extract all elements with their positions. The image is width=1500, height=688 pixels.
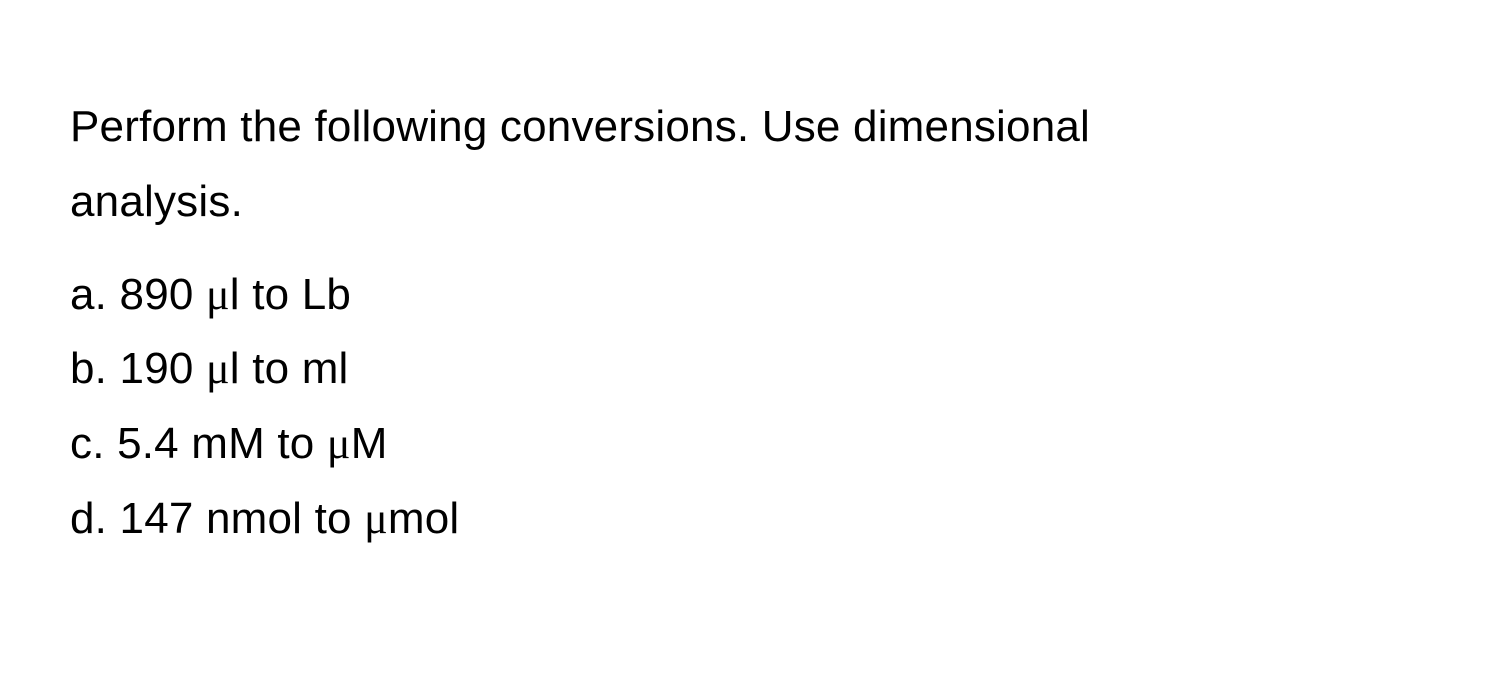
page: Perform the following conversions. Use d… bbox=[0, 0, 1500, 557]
item-label: a. bbox=[70, 270, 107, 319]
item-text-mid: to ml bbox=[240, 344, 349, 393]
unit-rest: l bbox=[230, 344, 240, 393]
item-label: b. bbox=[70, 344, 107, 393]
unit-rest: l bbox=[230, 270, 240, 319]
question-item-d: d. 147 nmol to μmol bbox=[70, 482, 1430, 557]
question-item-b: b. 190 μl to ml bbox=[70, 332, 1430, 407]
question-prompt: Perform the following conversions. Use d… bbox=[70, 90, 1170, 240]
item-text-before: 5.4 mM to bbox=[117, 419, 327, 468]
unit-mu: μ bbox=[327, 419, 351, 468]
item-label: c. bbox=[70, 419, 105, 468]
question-item-c: c. 5.4 mM to μM bbox=[70, 407, 1430, 482]
unit-mu: μ bbox=[206, 270, 230, 319]
item-text-before: 190 bbox=[120, 344, 206, 393]
question-item-a: a. 890 μl to Lb bbox=[70, 258, 1430, 333]
item-text-before: 147 nmol to bbox=[120, 494, 365, 543]
item-text-before: 890 bbox=[120, 270, 206, 319]
unit-mu: μ bbox=[364, 494, 388, 543]
unit-rest: M bbox=[351, 419, 388, 468]
item-text-mid: to Lb bbox=[240, 270, 351, 319]
item-label: d. bbox=[70, 494, 107, 543]
unit-mu: μ bbox=[206, 344, 230, 393]
unit-rest: mol bbox=[388, 494, 460, 543]
